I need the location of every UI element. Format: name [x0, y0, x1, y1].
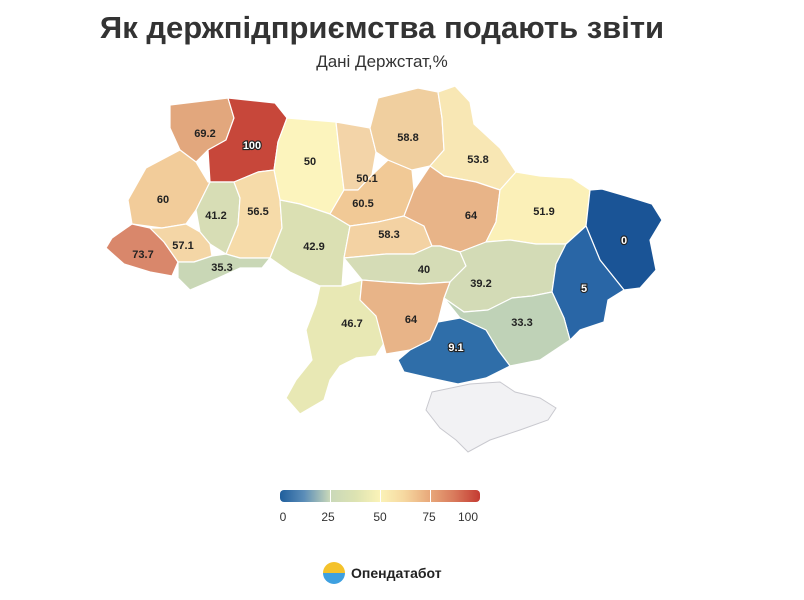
label-odesa: 46.7	[341, 318, 362, 330]
label-chernihiv: 58.8	[397, 132, 418, 144]
label-vinnytsia: 42.9	[303, 241, 324, 253]
legend-tick-label: 50	[373, 510, 387, 524]
label-zhytomyr: 50	[304, 156, 316, 168]
legend-tick-mark	[430, 490, 431, 502]
legend-tick-label: 0	[279, 510, 287, 524]
label-khmelnytskyi: 56.5	[247, 206, 268, 218]
label-ivano-frankivsk: 57.1	[172, 240, 193, 252]
label-rivne: 100	[243, 140, 261, 152]
label-zaporizhzhia: 33.3	[511, 317, 532, 329]
label-kharkiv: 51.9	[533, 206, 554, 218]
region-chernihiv[interactable]	[369, 87, 445, 171]
legend-tick-label: 75	[422, 510, 436, 524]
label-mykolaiv: 64	[405, 314, 418, 326]
label-kirovohrad: 40	[418, 264, 430, 276]
legend-tick-label: 25	[321, 510, 335, 524]
label-chernivtsi: 35.3	[211, 262, 232, 274]
ukraine-choropleth-map: 69.2 100 50 50.1 60.5 58.8 53.8 60 41.2 …	[105, 85, 663, 453]
region-kherson[interactable]	[397, 317, 511, 385]
label-volyn: 69.2	[194, 128, 215, 140]
opendatabot-logo-icon	[323, 562, 345, 584]
region-crimea	[425, 381, 557, 453]
region-donetsk[interactable]	[551, 225, 625, 341]
legend-tick-labels: 0 25 50 75 100	[280, 510, 480, 526]
legend-tick-mark	[380, 490, 381, 502]
brand-name: Опендатабот	[351, 565, 442, 581]
label-dnipropetrovsk: 39.2	[470, 278, 491, 290]
label-kyiv-oblast: 50.1	[356, 173, 377, 185]
label-zakarpattia: 73.7	[132, 249, 153, 261]
label-poltava: 64	[465, 210, 478, 222]
legend-color-scale	[280, 490, 480, 502]
label-kherson: 9.1	[448, 342, 463, 354]
region-chernivtsi[interactable]	[177, 253, 271, 291]
label-ternopil: 41.2	[205, 210, 226, 222]
map-subtitle: Дані Держстат,%	[316, 52, 448, 71]
map-title: Як держпідприємства подають звіти	[99, 10, 665, 45]
legend-tick-mark	[330, 490, 331, 502]
color-legend: 0 25 50 75 100	[280, 490, 480, 526]
region-zakarpattia[interactable]	[105, 223, 179, 277]
brand-footer: Опендатабот	[323, 562, 442, 584]
region-sumy[interactable]	[429, 85, 517, 191]
label-kyiv-city: 60.5	[352, 198, 373, 210]
label-cherkasy: 58.3	[378, 229, 399, 241]
label-sumy: 53.8	[467, 154, 488, 166]
label-luhansk: 0	[621, 235, 627, 247]
legend-tick-label: 100	[457, 510, 479, 524]
label-donetsk: 5	[581, 283, 587, 295]
label-lviv: 60	[157, 194, 169, 206]
region-ivano-frankivsk[interactable]	[149, 223, 213, 263]
